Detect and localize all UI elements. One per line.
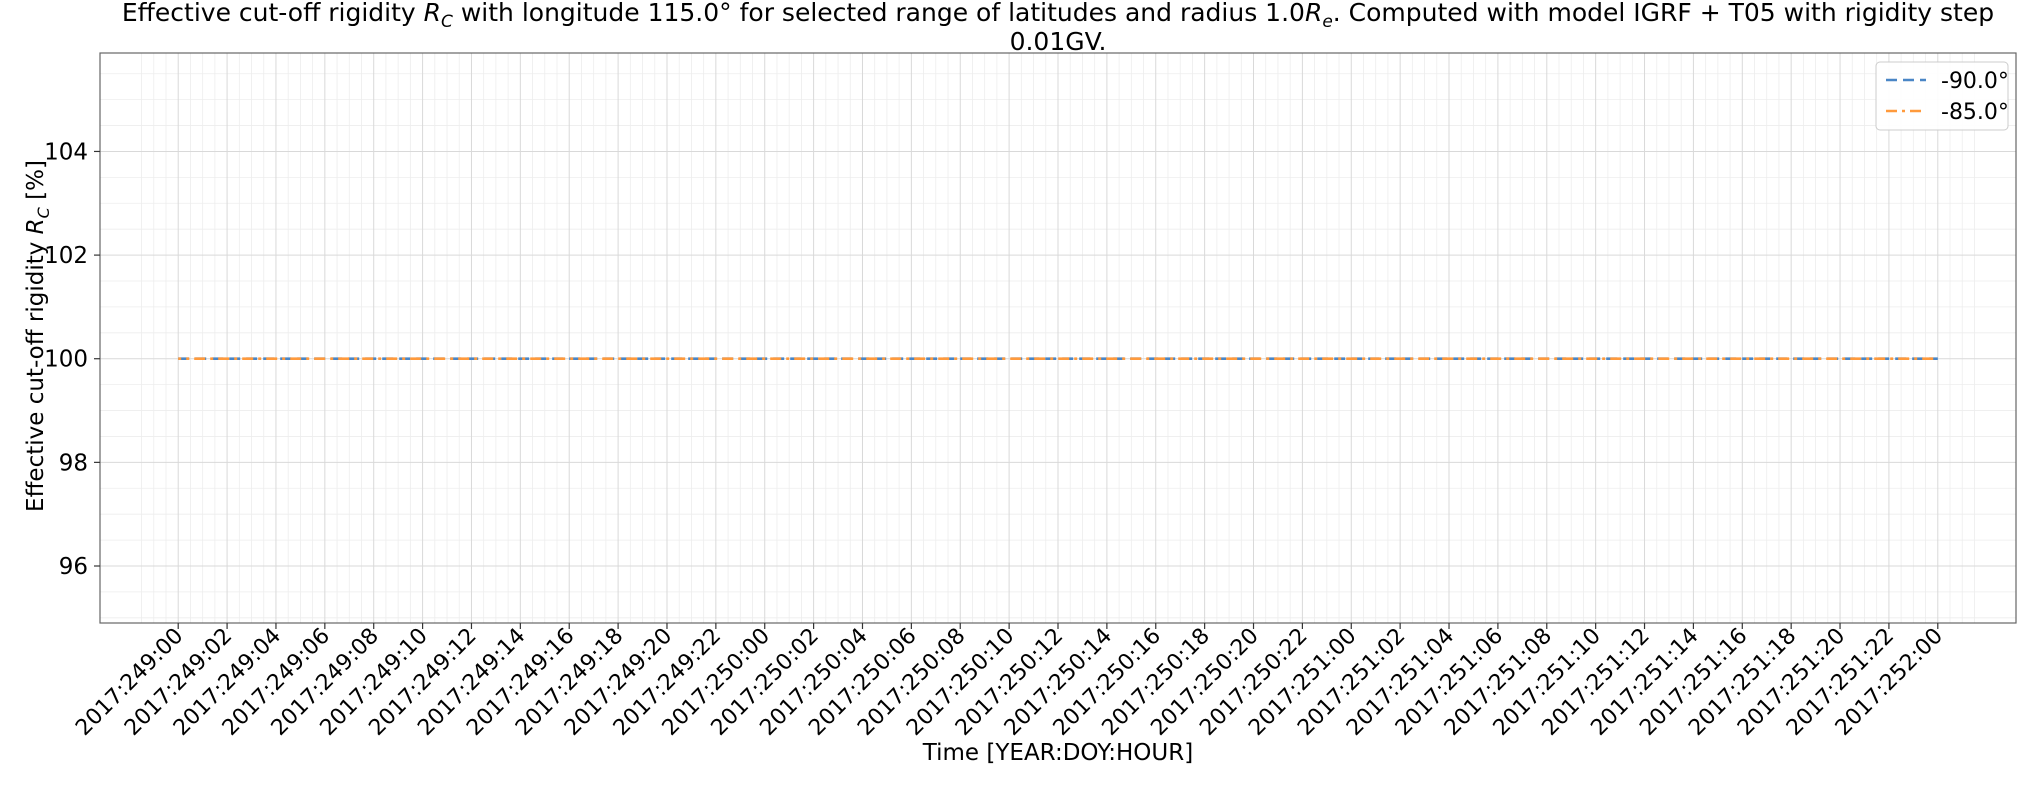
x-axis-label: Time [YEAR:DOY:HOUR] [922, 740, 1193, 766]
y-tick-label: 98 [59, 450, 88, 476]
y-tick-label: 104 [44, 139, 88, 165]
y-axis-ticks: 96 98 100 102 104 [44, 139, 100, 580]
y-tick-label: 102 [44, 243, 88, 269]
legend: -90.0° -85.0° [1875, 61, 2009, 131]
legend-label-1: -90.0° [1941, 69, 2009, 94]
y-tick-label: 100 [44, 347, 88, 373]
legend-label-2: -85.0° [1941, 100, 2009, 125]
y-tick-label: 96 [59, 554, 88, 580]
chart-title: Effective cut-off rigidity RC with longi… [122, 0, 1994, 32]
y-axis-label: Effective cut-off rigidity RC [%] [23, 160, 53, 512]
chart-title-line2: 0.01GV. [1010, 27, 1107, 56]
